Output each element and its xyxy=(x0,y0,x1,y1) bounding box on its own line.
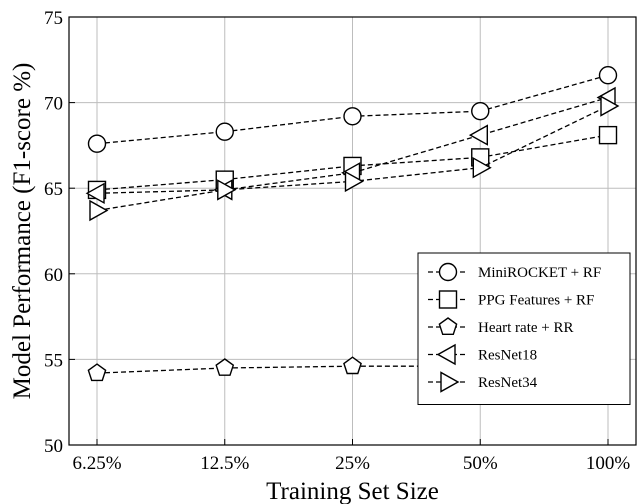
legend-marker xyxy=(438,262,458,282)
y-axis: 50 55 60 65 70 75 xyxy=(44,8,75,457)
x-tick-label: 12.5% xyxy=(200,453,249,474)
data-point xyxy=(85,182,105,204)
data-point xyxy=(87,134,107,153)
data-point xyxy=(89,199,109,222)
y-axis-title: Model Performance (F1-score %) xyxy=(9,63,36,400)
data-point xyxy=(215,358,235,376)
data-point xyxy=(598,125,618,145)
legend-item: PPG Features + RF xyxy=(428,290,594,309)
legend-marker xyxy=(440,371,460,393)
series-minirocket-rf xyxy=(87,66,618,153)
data-point xyxy=(217,179,237,201)
data-point xyxy=(471,101,490,121)
data-point xyxy=(87,363,107,382)
legend: MiniROCKET + RF PPG Features + RF Heart ra… xyxy=(417,252,631,405)
y-tick-label: 60 xyxy=(44,265,63,286)
legend-item: Heart rate + RR xyxy=(428,317,574,336)
legend-item: ResNet18 xyxy=(428,343,537,366)
y-tick-label: 55 xyxy=(44,350,63,371)
data-point xyxy=(344,170,364,193)
legend-label: Heart rate + RR xyxy=(478,320,574,336)
series-layer xyxy=(85,66,620,382)
data-point xyxy=(343,107,362,126)
legend-marker xyxy=(438,317,458,335)
x-axis-title: Training Set Size xyxy=(266,478,439,504)
x-tick-label: 6.25% xyxy=(72,453,121,474)
legend-marker xyxy=(438,290,458,309)
y-tick-label: 50 xyxy=(44,436,63,457)
data-point xyxy=(468,124,488,146)
x-tick-label: 25% xyxy=(335,453,370,474)
legend-label: PPG Features + RF xyxy=(478,293,594,309)
legend-item: MiniROCKET + RF xyxy=(428,262,601,282)
x-axis: 6.25% 12.5% 25% 50% 100% xyxy=(72,439,630,474)
x-tick-label: 100% xyxy=(586,453,631,474)
series-resnet34 xyxy=(89,95,620,222)
data-point xyxy=(215,122,234,141)
legend-label: ResNet34 xyxy=(478,375,538,391)
y-tick-label: 75 xyxy=(44,8,63,29)
y-tick-label: 70 xyxy=(44,94,63,115)
data-point xyxy=(598,66,618,85)
x-tick-label: 50% xyxy=(463,453,498,474)
data-point xyxy=(343,356,362,375)
legend-item: ResNet34 xyxy=(428,371,538,393)
data-point xyxy=(600,95,620,117)
legend-marker xyxy=(436,343,456,366)
legend-label: ResNet18 xyxy=(478,348,537,364)
y-tick-label: 65 xyxy=(44,179,63,200)
legend-label: MiniROCKET + RF xyxy=(478,265,601,281)
data-point xyxy=(472,157,492,179)
